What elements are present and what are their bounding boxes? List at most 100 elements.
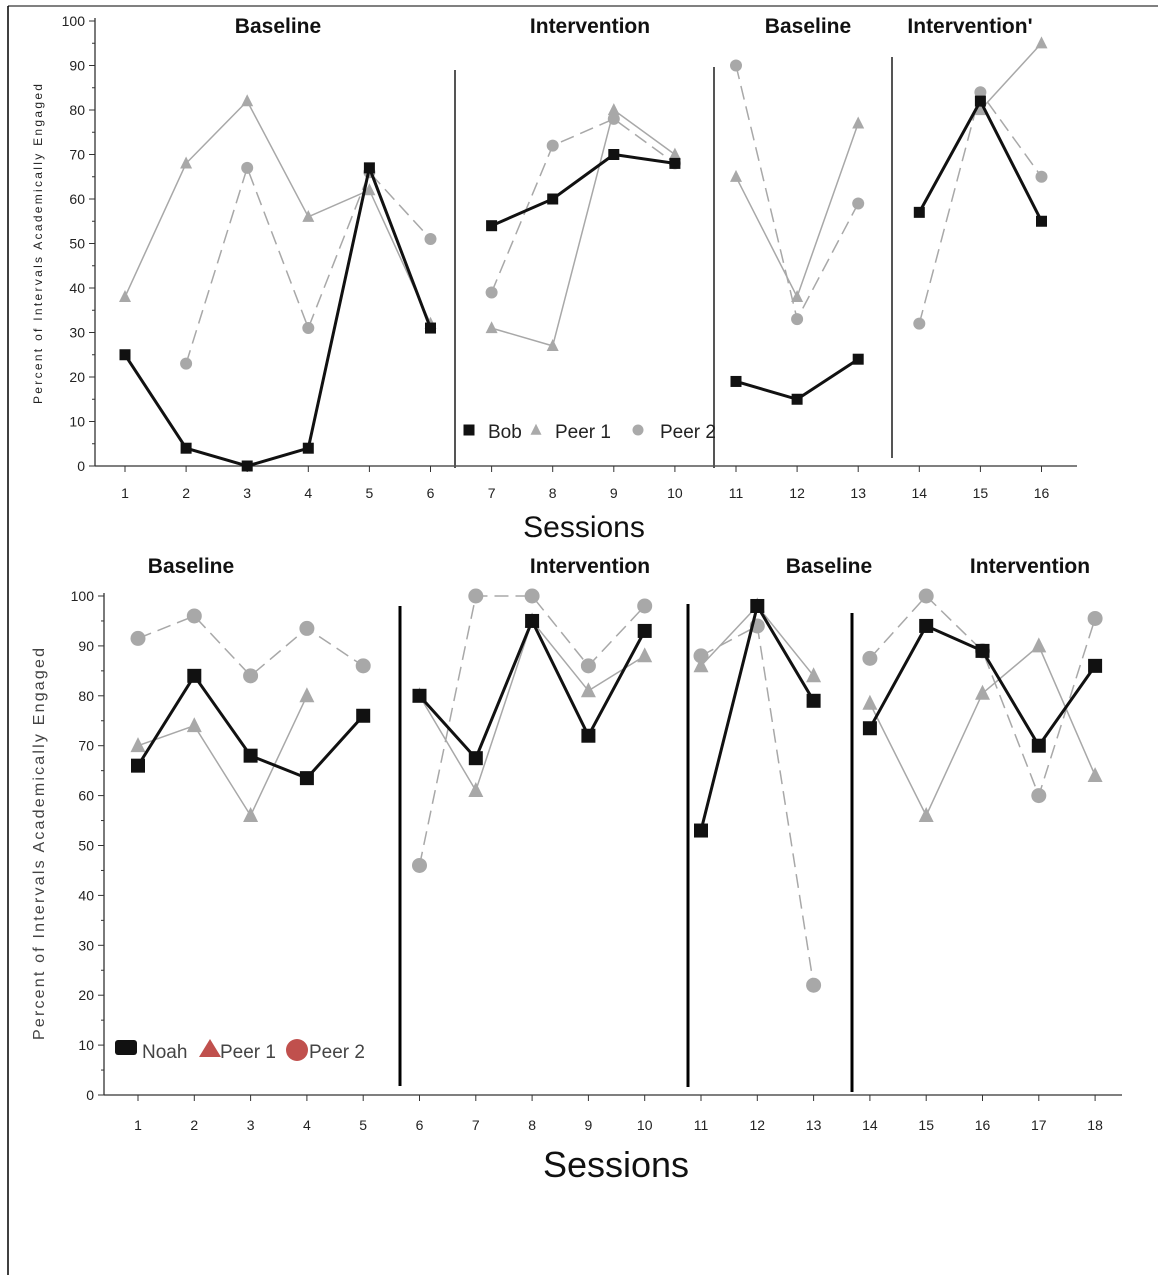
legend-item-peer-2: Peer 2 [632,422,716,443]
series-line [735,65,859,322]
legend-item-noah: Noah [115,1040,187,1063]
series-line [869,594,1096,798]
data-point [1087,767,1103,783]
series-line [699,602,815,831]
data-point [302,442,314,454]
data-point [919,618,934,633]
y-tick-label: 20 [69,369,85,385]
x-tick-label: 2 [182,485,190,501]
series-line [490,152,676,228]
series-peer-2 [130,588,1103,993]
data-point [918,807,934,822]
data-point [862,650,878,666]
y-tick-label: 90 [69,58,85,74]
data-point [862,721,877,736]
y-axis-title: Percent of Intervals Academically Engage… [31,648,48,1040]
data-point [974,86,987,99]
series-line [491,108,676,347]
x-tick-label: 8 [549,485,557,501]
legend-label: Bob [488,422,522,443]
y-tick-label: 100 [71,588,95,604]
data-point [974,103,987,116]
data-point [425,322,436,334]
legend-label: Peer 1 [220,1042,276,1063]
y-tick-label: 0 [77,458,85,474]
x-tick-label: 15 [973,485,989,501]
x-tick-label: 14 [862,1117,878,1133]
y-tick-label: 90 [78,638,94,654]
y-tick-label: 80 [69,102,85,118]
data-point [581,728,596,743]
y-tick-label: 70 [78,738,94,754]
x-tick-label: 1 [134,1117,142,1133]
series-peer-1 [130,597,1103,822]
data-point [119,290,131,303]
y-tick-label: 40 [69,280,85,296]
series-line [490,118,676,293]
data-point [299,687,315,703]
data-point [852,353,864,365]
series-bob [119,95,1047,472]
data-point [363,183,376,196]
y-tick-label: 50 [69,236,85,252]
y-axis-title: Percent of Intervals Academically Engage… [31,84,45,404]
data-point [486,220,498,232]
phase-label: Baseline [786,555,872,578]
series-line [735,123,859,299]
series-line [917,97,1043,222]
x-tick-label: 10 [637,1117,653,1133]
data-point [806,667,822,683]
data-point [130,737,146,753]
data-point [485,321,498,334]
data-point [975,643,990,658]
x-tick-label: 4 [304,485,312,501]
legend-marker [115,1040,137,1055]
x-tick-label: 10 [667,485,683,501]
data-point [485,286,498,299]
data-point [468,751,483,766]
legend-marker [199,1039,221,1057]
data-point [243,807,259,822]
data-point [546,139,559,152]
legend-marker [463,424,475,436]
series-peer-1 [119,36,1048,351]
data-point [299,620,315,636]
series-noah [131,598,1103,838]
data-point [913,317,926,330]
y-tick-label: 70 [69,147,85,163]
series-line [700,624,815,986]
y-tick-label: 20 [78,987,94,1003]
legend-item-bob: Bob [463,422,522,443]
data-point [412,857,427,873]
data-point [580,682,596,698]
x-tick-label: 4 [303,1117,311,1133]
data-point [975,684,990,700]
data-point [243,668,259,684]
data-point [130,630,146,646]
data-point [546,339,559,351]
x-axis-title: Sessions [523,511,645,544]
data-point [637,598,653,614]
data-point [852,197,865,210]
data-point [694,823,708,838]
data-point [693,648,709,664]
legend-label: Noah [142,1042,187,1063]
legend-item-peer-2: Peer 2 [286,1039,365,1063]
data-point [1035,170,1048,183]
data-point [669,157,681,169]
x-tick-label: 18 [1087,1117,1103,1133]
data-point [186,608,202,624]
data-point [806,977,822,993]
data-point [363,162,375,174]
data-point [412,688,427,703]
x-tick-label: 8 [528,1117,536,1133]
data-point [424,233,437,246]
data-point [806,693,821,708]
y-tick-label: 50 [78,838,94,854]
legend-bob: Bob Peer 1 Peer 2 [463,422,716,443]
data-point [580,658,596,674]
data-point [918,588,934,604]
data-point [791,290,804,303]
data-point [1036,215,1047,227]
